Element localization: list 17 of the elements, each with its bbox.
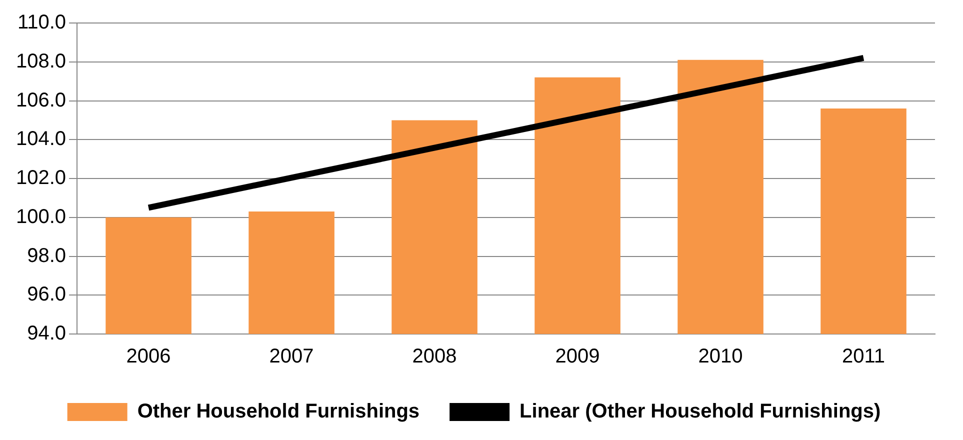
x-tick-label: 2009 [555, 346, 600, 368]
y-tick-label: 106.0 [16, 89, 66, 112]
y-tick-label: 104.0 [16, 128, 66, 150]
legend-label: Other Household Furnishings [137, 400, 420, 423]
x-tick-label: 2007 [269, 346, 314, 368]
y-tick-label: 98.0 [27, 244, 66, 267]
x-tick-label: 2008 [412, 346, 457, 368]
y-tick-label: 110.0 [17, 12, 66, 34]
y-tick-label: 108.0 [16, 50, 66, 72]
x-tick-label: 2011 [842, 346, 886, 368]
y-tick-label: 100.0 [16, 206, 66, 228]
x-tick-label: 2006 [126, 346, 171, 368]
y-tick-label: 102.0 [16, 167, 66, 190]
x-tick-label: 2010 [698, 346, 743, 368]
y-tick-label: 94.0 [27, 322, 66, 345]
y-tick-label: 96.0 [27, 284, 66, 306]
legend-label: Linear (Other Household Furnishings) [520, 400, 881, 423]
